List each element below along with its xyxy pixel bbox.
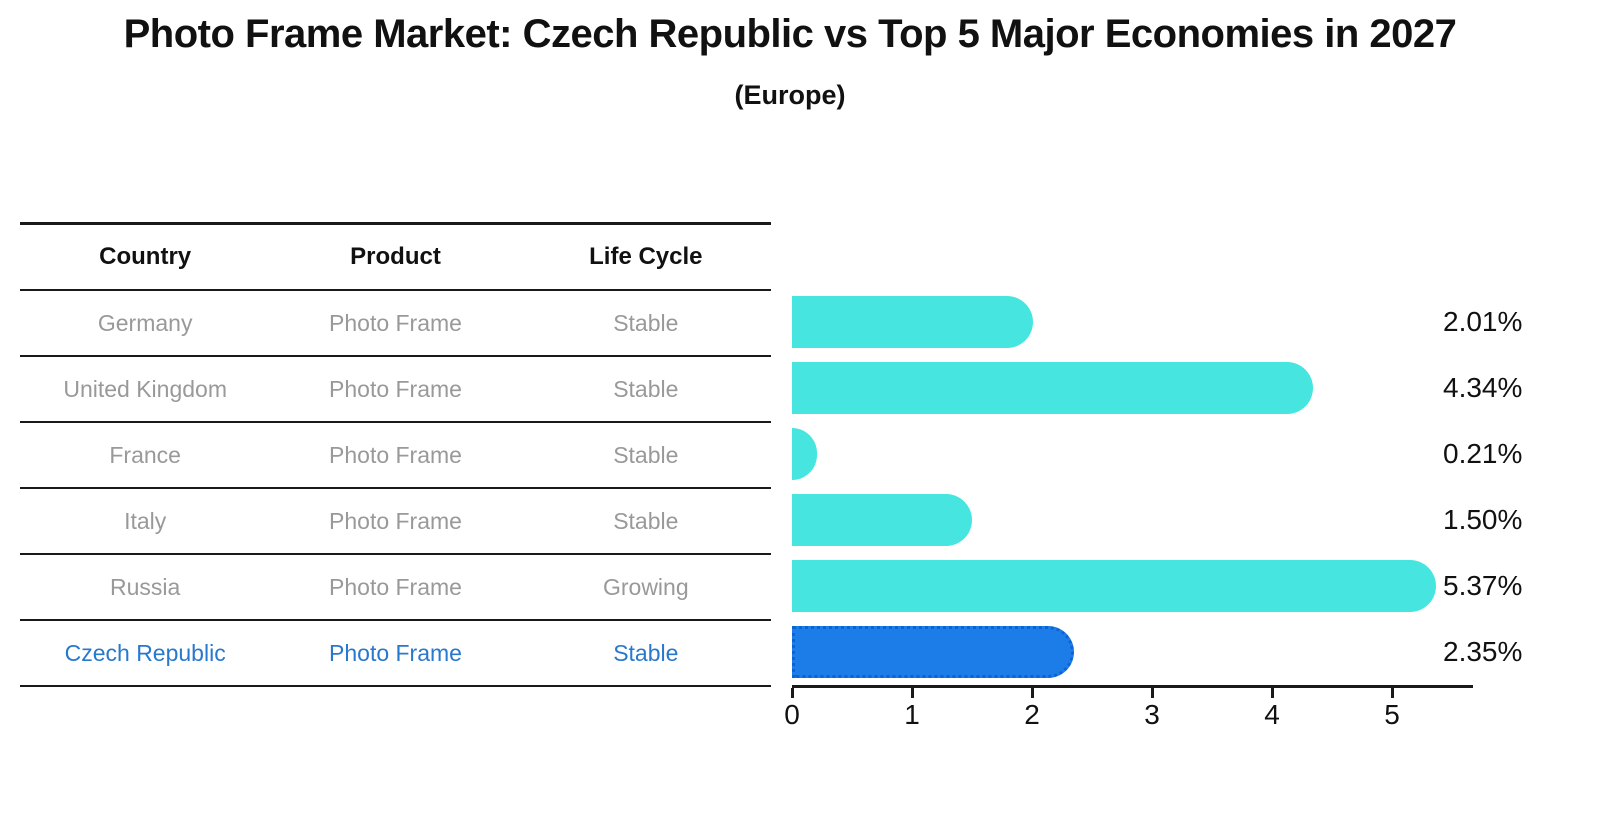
x-axis-tick-label: 3 [1144, 699, 1160, 730]
chart-subtitle: (Europe) [734, 80, 846, 110]
x-axis-tick [1391, 688, 1394, 698]
x-axis-tick [911, 688, 914, 698]
value-label: 0.21% [1443, 438, 1523, 469]
x-axis-tick-label: 4 [1264, 699, 1280, 730]
bar [792, 494, 972, 546]
cell-product: Photo Frame [329, 441, 462, 468]
cell-country: United Kingdom [63, 375, 227, 402]
bar [792, 296, 1034, 348]
x-axis-tick [1031, 688, 1034, 698]
cell-life-cycle: Stable [613, 507, 679, 534]
column-header-life-cycle: Life Cycle [589, 243, 703, 270]
cell-product: Photo Frame [329, 639, 462, 666]
table-header-row: Country Product Life Cycle [20, 225, 771, 291]
x-axis-tick-label: 5 [1384, 699, 1400, 730]
x-axis-tick [1271, 688, 1274, 698]
table-row: Russia Photo Frame Growing [20, 555, 771, 621]
cell-country: Germany [97, 309, 193, 336]
cell-country: France [109, 441, 181, 468]
bar [792, 560, 1437, 612]
cell-product: Photo Frame [329, 573, 462, 600]
cell-country: Czech Republic [64, 639, 226, 666]
bar [792, 428, 818, 480]
table-row: Germany Photo Frame Stable [20, 291, 771, 357]
table-body: Germany Photo Frame Stable United Kingdo… [20, 291, 771, 687]
value-label: 1.50% [1443, 504, 1523, 535]
cell-product: Photo Frame [329, 507, 462, 534]
cell-life-cycle: Stable [613, 309, 679, 336]
cell-product: Photo Frame [329, 375, 462, 402]
x-axis-tick [1151, 688, 1154, 698]
value-label: 5.37% [1443, 570, 1523, 601]
value-label: 2.01% [1443, 306, 1523, 337]
table-row: Czech Republic Photo Frame Stable [20, 621, 771, 687]
cell-product: Photo Frame [329, 309, 462, 336]
cell-country: Italy [124, 507, 167, 534]
cell-life-cycle: Stable [613, 375, 679, 402]
x-axis-line [792, 685, 1473, 688]
cell-life-cycle: Growing [602, 573, 689, 600]
value-label: 2.35% [1443, 636, 1523, 667]
column-header-product: Product [350, 243, 441, 270]
cell-life-cycle: Stable [613, 639, 679, 666]
table-row: Italy Photo Frame Stable [20, 489, 771, 555]
bar-row: 4.34% [792, 355, 1582, 421]
bar-chart: 2.01% 4.34% 0.21% 1.50% 5.37% 2.35% 0 1 2 3 4 5 [784, 289, 1582, 749]
bar-row: 1.50% [792, 487, 1582, 553]
bar-row: 0.21% [792, 421, 1582, 487]
cell-life-cycle: Stable [613, 441, 679, 468]
bar-row: 2.35% [792, 619, 1582, 685]
bar-row: 5.37% [792, 553, 1582, 619]
x-axis-tick-label: 1 [904, 699, 920, 730]
table-row: France Photo Frame Stable [20, 423, 771, 489]
bar [792, 362, 1313, 414]
x-axis-tick-label: 2 [1024, 699, 1040, 730]
x-axis-tick-label: 0 [784, 699, 800, 730]
bar-row: 2.01% [792, 289, 1582, 355]
value-label: 4.34% [1443, 372, 1523, 403]
table-row: United Kingdom Photo Frame Stable [20, 357, 771, 423]
highlight-bar [792, 626, 1074, 678]
country-table: Country Product Life Cycle Germany Photo… [20, 222, 771, 687]
cell-country: Russia [110, 573, 181, 600]
chart-title: Photo Frame Market: Czech Republic vs To… [123, 12, 1457, 56]
x-axis-tick [791, 688, 794, 698]
column-header-country: Country [99, 243, 192, 270]
